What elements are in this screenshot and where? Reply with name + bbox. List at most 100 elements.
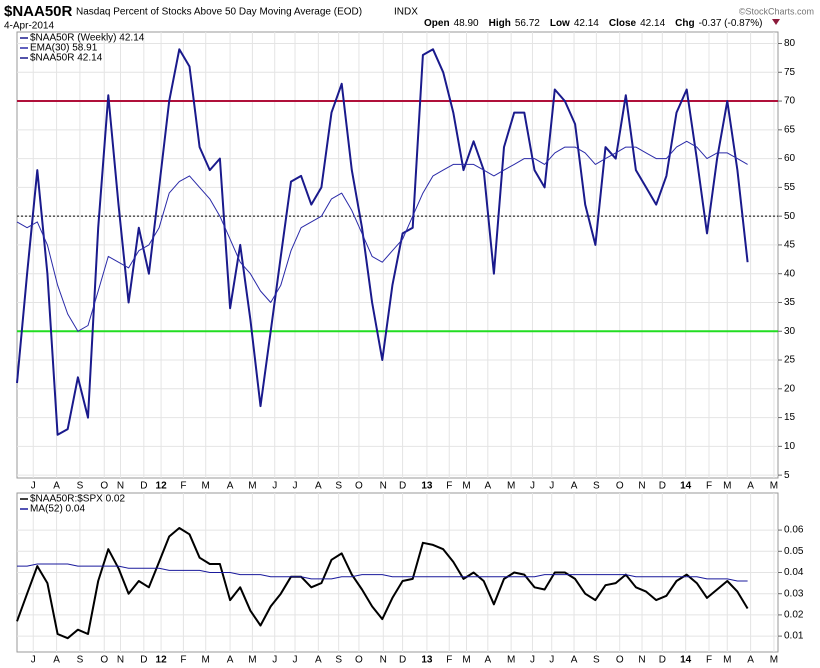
x-tick-label: A xyxy=(315,481,322,492)
x-tick-label: M xyxy=(202,655,210,666)
quote-label: High xyxy=(489,18,511,29)
exchange: INDX xyxy=(394,7,418,18)
legend-entry: EMA(30) 58.91 xyxy=(30,43,98,54)
x-tick-label: 12 xyxy=(156,481,168,492)
x-tick-label: F xyxy=(180,655,186,666)
x-tick-label: 14 xyxy=(680,655,692,666)
y-tick-label: 35 xyxy=(784,297,796,308)
y-tick-label: 15 xyxy=(784,412,796,423)
x-tick-label: M xyxy=(202,481,210,492)
x-tick-label: A xyxy=(484,655,491,666)
quote-value: 48.90 xyxy=(454,18,479,29)
legend-entry: $NAA50R 42.14 xyxy=(30,53,103,64)
x-tick-label: O xyxy=(616,655,624,666)
x-tick-label: J xyxy=(272,655,277,666)
y-tick-label: 25 xyxy=(784,355,796,366)
x-tick-label: J xyxy=(549,481,554,492)
y-tick-label: 20 xyxy=(784,383,796,394)
x-tick-label: D xyxy=(399,481,406,492)
x-tick-label: S xyxy=(335,481,342,492)
series-line xyxy=(17,563,748,582)
x-tick-label: F xyxy=(706,481,712,492)
x-tick-label: A xyxy=(747,481,754,492)
x-tick-label: O xyxy=(100,481,108,492)
y-tick-label: 50 xyxy=(784,211,796,222)
x-tick-label: N xyxy=(380,481,387,492)
y-tick-label: 55 xyxy=(784,182,796,193)
x-tick-label: A xyxy=(571,481,578,492)
x-tick-label: M xyxy=(770,481,778,492)
y-tick-label: 0.03 xyxy=(784,588,804,599)
x-tick-label: N xyxy=(380,655,387,666)
x-tick-label: A xyxy=(315,655,322,666)
chart-title: Nasdaq Percent of Stocks Above 50 Day Mo… xyxy=(76,7,362,18)
y-tick-label: 70 xyxy=(784,96,796,107)
x-tick-label: M xyxy=(507,481,515,492)
y-tick-label: 75 xyxy=(784,67,796,78)
x-tick-label: J xyxy=(530,481,535,492)
y-tick-label: 60 xyxy=(784,153,796,164)
x-tick-label: D xyxy=(659,655,666,666)
x-tick-label: J xyxy=(293,481,298,492)
x-tick-label: N xyxy=(638,655,645,666)
x-tick-label: D xyxy=(140,655,147,666)
legend-entry: $NAA50R (Weekly) 42.14 xyxy=(30,33,145,44)
y-tick-label: 40 xyxy=(784,268,796,279)
x-tick-label: A xyxy=(484,481,491,492)
x-tick-label: J xyxy=(31,655,36,666)
quote-value: 42.14 xyxy=(640,18,665,29)
y-tick-label: 0.06 xyxy=(784,525,804,536)
x-tick-label: J xyxy=(31,481,36,492)
x-tick-label: 12 xyxy=(156,655,168,666)
x-tick-label: A xyxy=(747,655,754,666)
x-tick-label: A xyxy=(53,655,60,666)
quote-label: Chg xyxy=(675,18,694,29)
y-tick-label: 10 xyxy=(784,441,796,452)
x-tick-label: M xyxy=(462,481,470,492)
x-tick-label: 14 xyxy=(680,481,692,492)
x-tick-label: S xyxy=(335,655,342,666)
x-tick-label: J xyxy=(293,655,298,666)
x-tick-label: N xyxy=(117,655,124,666)
quote-label: Close xyxy=(609,18,637,29)
x-tick-label: F xyxy=(446,655,452,666)
legend-entry: $NAA50R:$SPX 0.02 xyxy=(30,494,125,505)
y-tick-label: 0.04 xyxy=(784,567,804,578)
x-tick-label: A xyxy=(53,481,60,492)
series-line xyxy=(16,48,749,436)
x-tick-label: 13 xyxy=(421,655,433,666)
series-line xyxy=(16,140,748,332)
quote-value: 42.14 xyxy=(574,18,599,29)
x-tick-label: M xyxy=(723,481,731,492)
x-tick-label: M xyxy=(507,655,515,666)
x-tick-label: M xyxy=(770,655,778,666)
x-tick-label: S xyxy=(77,655,84,666)
x-tick-label: M xyxy=(462,655,470,666)
symbol: $NAA50R xyxy=(4,3,73,20)
x-tick-label: M xyxy=(248,481,256,492)
y-tick-label: 45 xyxy=(784,240,796,251)
x-tick-label: F xyxy=(446,481,452,492)
x-tick-label: A xyxy=(227,655,234,666)
x-tick-label: 13 xyxy=(421,481,433,492)
x-tick-label: D xyxy=(399,655,406,666)
x-tick-label: M xyxy=(248,655,256,666)
x-tick-label: D xyxy=(140,481,147,492)
quote: Open 48.90 High 56.72 Low 42.14 Close 42.14 Chg -… xyxy=(424,18,763,29)
x-tick-label: S xyxy=(593,655,600,666)
x-tick-label: O xyxy=(100,655,108,666)
x-tick-label: J xyxy=(530,655,535,666)
x-tick-label: O xyxy=(355,655,363,666)
y-tick-label: 5 xyxy=(784,470,790,481)
y-tick-label: 0.01 xyxy=(784,631,804,642)
y-tick-label: 0.05 xyxy=(784,546,804,557)
quote-label: Low xyxy=(550,18,570,29)
x-tick-label: S xyxy=(77,481,84,492)
date: 4-Apr-2014 xyxy=(4,21,54,32)
x-tick-label: N xyxy=(638,481,645,492)
source: ©StockCharts.com xyxy=(739,6,814,16)
y-tick-label: 65 xyxy=(784,124,796,135)
x-tick-label: J xyxy=(272,481,277,492)
x-tick-label: O xyxy=(616,481,624,492)
